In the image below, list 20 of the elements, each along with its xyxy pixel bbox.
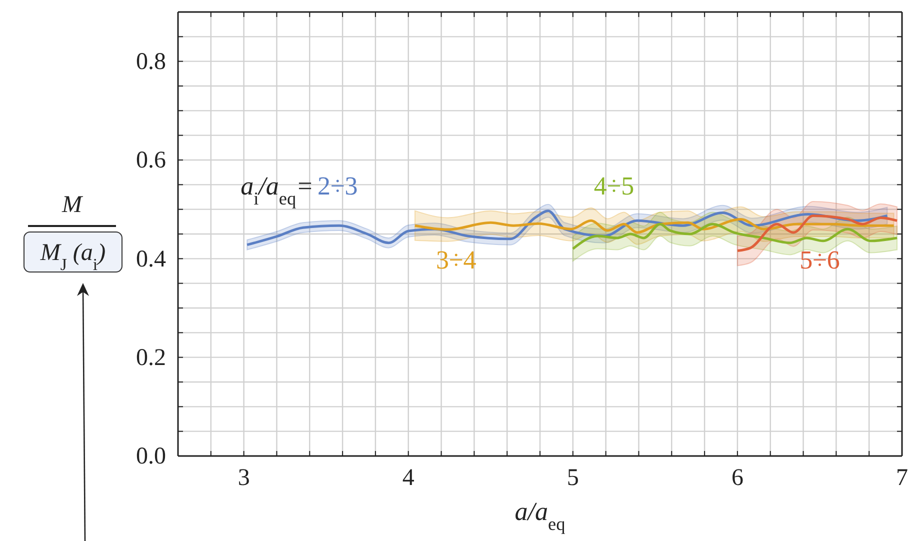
line-series (414, 218, 896, 234)
x-tick-label: 4 (402, 465, 414, 492)
x-tick-label: 5 (566, 465, 579, 492)
y-tick-label: 0.6 (136, 148, 166, 174)
y-tick-label: 0.8 (136, 49, 166, 76)
x-tick-label: 3 (238, 465, 250, 492)
series-label: 5÷6 (800, 246, 840, 275)
y-tick-label: 0.0 (136, 444, 166, 470)
series-label: 3÷4 (436, 246, 476, 275)
annotation: a$_{i}$/a$_{eq}$= (240, 172, 314, 209)
x-tick-label: 7 (896, 465, 908, 492)
y-tick-label: 0.4 (136, 246, 166, 272)
x-tick-label: 6 (731, 465, 744, 492)
series-label: 2÷3 (317, 172, 358, 201)
y-tick-label: 0.2 (136, 345, 166, 372)
y-axis-title: M M$_{J}$ (a$_{i}$) (39, 192, 106, 274)
series-label: 4÷5 (594, 172, 634, 201)
line-series (572, 222, 898, 250)
x-axis-title: a/a$_{eq}$ (514, 497, 566, 534)
line-series (736, 214, 898, 252)
